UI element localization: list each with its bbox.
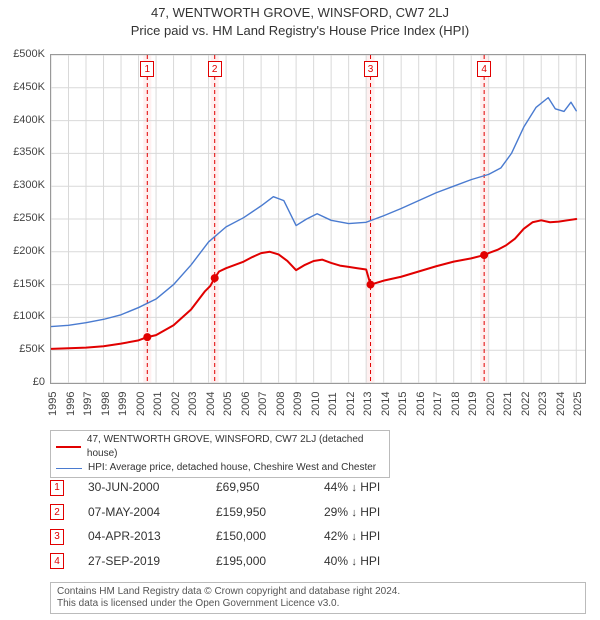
x-tick-label: 2020 — [485, 392, 497, 416]
x-tick-label: 2003 — [187, 392, 199, 416]
y-tick-label: £400K — [0, 114, 45, 126]
legend-swatch-hpi — [56, 468, 82, 469]
footer-attribution: Contains HM Land Registry data © Crown c… — [50, 582, 586, 614]
y-tick-label: £250K — [0, 212, 45, 224]
event-marker-1: 1 — [140, 61, 154, 77]
event-marker-3: 3 — [364, 61, 378, 77]
x-tick-label: 2010 — [310, 392, 322, 416]
chart-title-line1: 47, WENTWORTH GROVE, WINSFORD, CW7 2LJ — [0, 5, 600, 20]
x-tick-label: 1995 — [47, 392, 59, 416]
legend-label-hpi: HPI: Average price, detached house, Ches… — [88, 461, 376, 475]
down-arrow-icon: ↓ — [351, 482, 357, 494]
x-tick-label: 1999 — [117, 392, 129, 416]
x-tick-label: 2014 — [380, 392, 392, 416]
x-tick-label: 1996 — [65, 392, 77, 416]
chart-title-line2: Price paid vs. HM Land Registry's House … — [0, 23, 600, 38]
x-tick-label: 2021 — [502, 392, 514, 416]
event-row: 4 27-SEP-2019£195,00040% ↓ HPI — [50, 549, 388, 574]
event-row: 1 30-JUN-2000£69,95044% ↓ HPI — [50, 475, 388, 500]
y-tick-label: £200K — [0, 245, 45, 257]
y-tick-label: £150K — [0, 278, 45, 290]
event-price: £69,950 — [216, 475, 324, 500]
x-tick-label: 2002 — [170, 392, 182, 416]
x-tick-label: 2011 — [327, 392, 339, 416]
y-tick-label: £300K — [0, 179, 45, 191]
x-tick-label: 2004 — [205, 392, 217, 416]
x-tick-label: 2009 — [292, 392, 304, 416]
event-num-box: 4 — [50, 553, 64, 569]
x-tick-label: 2013 — [362, 392, 374, 416]
x-tick-label: 2005 — [222, 392, 234, 416]
event-date: 27-SEP-2019 — [88, 549, 216, 574]
down-arrow-icon: ↓ — [351, 556, 357, 568]
y-tick-label: £450K — [0, 81, 45, 93]
y-tick-label: £500K — [0, 48, 45, 60]
x-tick-label: 2022 — [520, 392, 532, 416]
y-tick-label: £100K — [0, 310, 45, 322]
y-tick-label: £0 — [0, 376, 45, 388]
event-date: 04-APR-2013 — [88, 524, 216, 549]
y-tick-label: £50K — [0, 343, 45, 355]
x-tick-label: 2000 — [135, 392, 147, 416]
event-delta: 40% ↓ HPI — [324, 549, 388, 574]
x-tick-label: 2006 — [240, 392, 252, 416]
footer-line1: Contains HM Land Registry data © Crown c… — [57, 586, 579, 598]
x-tick-label: 1998 — [100, 392, 112, 416]
event-marker-2: 2 — [208, 61, 222, 77]
x-tick-label: 1997 — [82, 392, 94, 416]
event-price: £195,000 — [216, 549, 324, 574]
event-row: 3 04-APR-2013£150,00042% ↓ HPI — [50, 524, 388, 549]
x-tick-label: 2008 — [275, 392, 287, 416]
event-marker-4: 4 — [477, 61, 491, 77]
footer-line2: This data is licensed under the Open Gov… — [57, 598, 579, 610]
event-delta: 29% ↓ HPI — [324, 500, 388, 525]
event-num-box: 2 — [50, 504, 64, 520]
event-delta: 44% ↓ HPI — [324, 475, 388, 500]
event-num-box: 3 — [50, 529, 64, 545]
x-tick-label: 2001 — [152, 392, 164, 416]
x-tick-label: 2017 — [432, 392, 444, 416]
event-price: £159,950 — [216, 500, 324, 525]
event-date: 30-JUN-2000 — [88, 475, 216, 500]
legend-label-property: 47, WENTWORTH GROVE, WINSFORD, CW7 2LJ (… — [87, 433, 384, 461]
x-tick-label: 2019 — [467, 392, 479, 416]
down-arrow-icon: ↓ — [351, 507, 357, 519]
x-tick-label: 2016 — [415, 392, 427, 416]
legend-item-hpi: HPI: Average price, detached house, Ches… — [56, 461, 384, 475]
chart-plot: 1 2 3 4 — [50, 54, 586, 384]
legend-box: 47, WENTWORTH GROVE, WINSFORD, CW7 2LJ (… — [50, 430, 390, 478]
x-tick-label: 2012 — [345, 392, 357, 416]
legend-item-property: 47, WENTWORTH GROVE, WINSFORD, CW7 2LJ (… — [56, 433, 384, 461]
down-arrow-icon: ↓ — [351, 531, 357, 543]
x-tick-label: 2023 — [537, 392, 549, 416]
x-tick-label: 2007 — [257, 392, 269, 416]
x-tick-label: 2015 — [397, 392, 409, 416]
events-table: 1 30-JUN-2000£69,95044% ↓ HPI 2 07-MAY-2004… — [50, 475, 550, 573]
event-num-box: 1 — [50, 480, 64, 496]
event-delta: 42% ↓ HPI — [324, 524, 388, 549]
x-tick-label: 2018 — [450, 392, 462, 416]
legend-swatch-property — [56, 446, 81, 448]
x-tick-label: 2024 — [555, 392, 567, 416]
event-row: 2 07-MAY-2004£159,95029% ↓ HPI — [50, 500, 388, 525]
event-date: 07-MAY-2004 — [88, 500, 216, 525]
event-price: £150,000 — [216, 524, 324, 549]
x-tick-label: 2025 — [572, 392, 584, 416]
y-tick-label: £350K — [0, 146, 45, 158]
